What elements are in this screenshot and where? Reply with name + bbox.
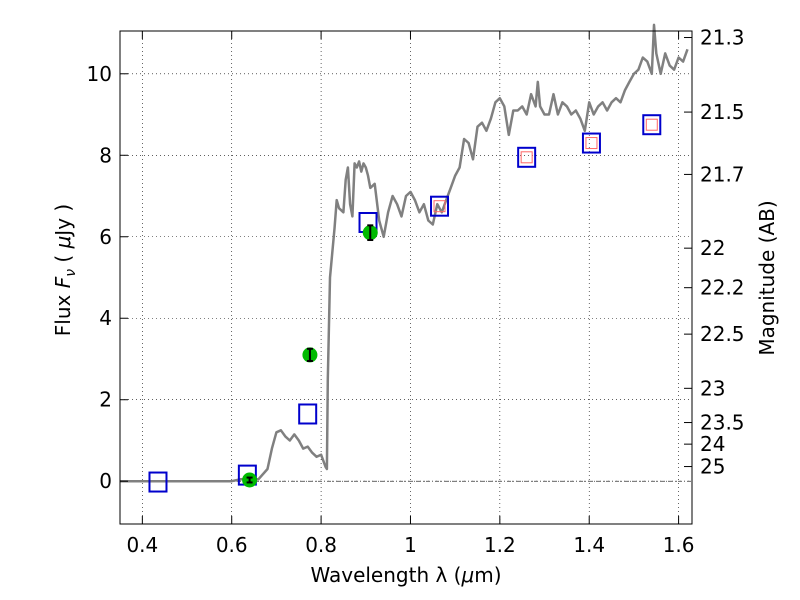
model-square-marker [642,114,662,136]
model-square-marker [581,132,601,154]
y-tick-label: 10 [87,62,112,86]
model-inner-marker [585,137,598,150]
model-square-marker [148,471,168,493]
ticks-layer: 0.4 0.6 0.8 1 1.2 1.4 1.6024681021.321.521.722… [87,26,745,557]
plot-frame [119,30,693,525]
y-tick-label: 6 [99,225,112,249]
model-square-marker [298,403,318,425]
right-tick-label: 25 [700,455,725,479]
x-tick-label: 1.6 [663,533,695,557]
right-tick-label: 21.5 [700,100,745,124]
right-tick-label: 24 [700,432,725,456]
y-tick-label: 8 [99,143,112,167]
right-tick-label: 22 [700,236,725,260]
markers-layer [148,114,662,493]
right-tick-label: 22.5 [700,322,745,346]
x-tick-label: 0.6 [216,533,248,557]
right-tick-label: 22.2 [700,276,745,300]
right-axis-label: Magnitude (AB) [755,200,779,355]
x-axis-label: Wavelength λ (μm) [310,563,501,587]
model-square-marker [517,146,537,168]
model-inner-marker [645,118,658,131]
svg-text:Flux Fν ( μJy ): Flux Fν ( μJy ) [51,204,79,336]
right-tick-label: 21.7 [700,162,745,186]
x-tick-label: 0.8 [305,533,337,557]
x-tick-label: 0.4 [126,533,158,557]
right-tick-label: 23.5 [700,411,745,435]
right-tick-label: 21.3 [700,26,745,50]
grid-lines [120,31,692,524]
model-inner-marker [520,151,533,164]
x-tick-label: 1.4 [573,533,605,557]
x-tick-label: 1.2 [484,533,516,557]
right-tick-label: 23 [700,376,725,400]
y-axis-label: Flux Fν ( μJy ) [51,204,79,336]
y-tick-label: 0 [99,469,112,493]
model-square-marker [430,195,450,217]
spectrum-line [120,23,689,483]
y-tick-label: 4 [99,306,112,330]
model-inner-marker [433,200,446,213]
y-tick-label: 2 [99,388,112,412]
x-tick-label: 1 [404,533,417,557]
